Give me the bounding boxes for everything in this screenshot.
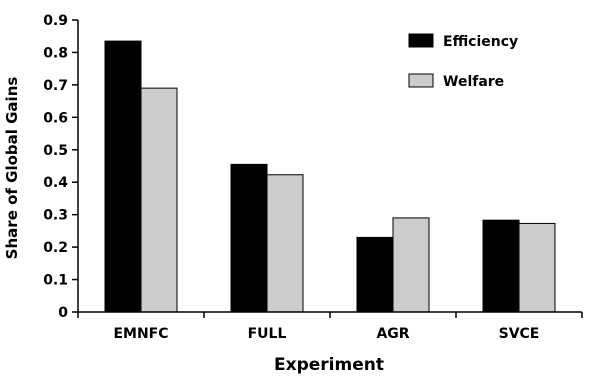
- y-tick-label: 0: [58, 305, 68, 321]
- legend-swatch-efficiency: [408, 33, 434, 48]
- x-category-label: EMNFC: [113, 326, 168, 342]
- legend-swatch-welfare: [408, 73, 434, 88]
- y-tick-label: 0.3: [43, 208, 68, 224]
- legend-label-efficiency: Efficiency: [443, 34, 518, 50]
- bar-efficiency-emnfc: [104, 40, 142, 313]
- y-tick-label: 0.6: [43, 110, 68, 126]
- x-axis-ticks: EMNFC FULL AGR SVCE: [77, 312, 583, 342]
- legend-label-welfare: Welfare: [443, 74, 504, 90]
- x-axis-title: Experiment: [274, 355, 384, 375]
- y-tick-label: 0.4: [43, 175, 68, 191]
- bar-efficiency-svce: [482, 219, 520, 313]
- bar-welfare-emnfc: [140, 87, 178, 313]
- y-tick-label: 0.1: [43, 273, 68, 289]
- y-tick-label: 0.8: [43, 45, 68, 61]
- y-tick-label: 0.2: [43, 240, 68, 256]
- x-category-label: AGR: [376, 326, 409, 342]
- y-axis-ticks: 0 0.1 0.2 0.3 0.4 0.5 0.6 0.7 0.8 0.9: [43, 13, 78, 321]
- y-tick-label: 0.9: [43, 13, 68, 29]
- x-category-label: SVCE: [499, 326, 540, 342]
- y-axis-title: Share of Global Gains: [3, 77, 21, 260]
- bar-efficiency-full: [230, 163, 268, 313]
- x-category-label: FULL: [248, 326, 287, 342]
- bar-welfare-svce: [518, 222, 556, 313]
- legend: Efficiency Welfare: [408, 33, 518, 90]
- y-tick-label: 0.7: [43, 78, 68, 94]
- bar-welfare-agr: [392, 217, 430, 313]
- bar-welfare-full: [266, 174, 304, 313]
- bar-efficiency-agr: [356, 236, 394, 313]
- y-tick-label: 0.5: [43, 143, 68, 159]
